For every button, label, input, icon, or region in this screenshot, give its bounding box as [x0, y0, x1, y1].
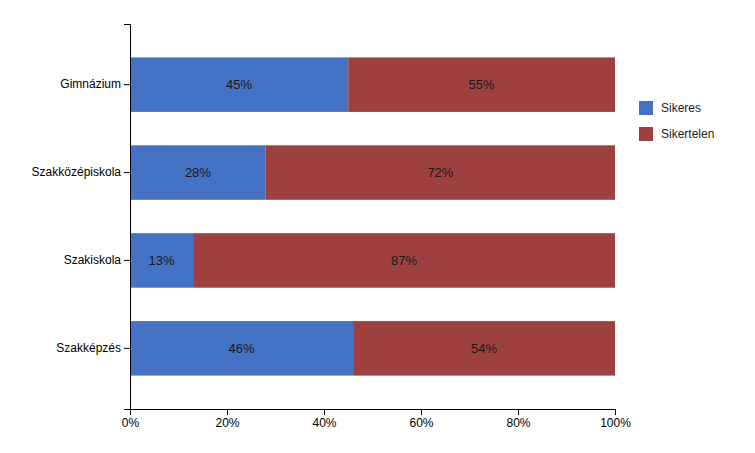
legend-swatch: [639, 101, 653, 115]
data-labels: 45% 28% 13% 46% 55% 72% 87% 54%: [149, 77, 498, 356]
data-label: 55%: [469, 77, 495, 92]
y-tick-label: Szakképzés: [56, 341, 121, 355]
x-tick: 100%: [600, 409, 631, 430]
x-tick-mark: [324, 409, 325, 415]
bar: [130, 145, 266, 199]
bar: [266, 145, 615, 199]
y-tick: Szakiskola: [64, 253, 130, 267]
x-tick: 40%: [312, 409, 336, 430]
bar: [130, 57, 348, 111]
y-tick-mark: [124, 348, 130, 349]
y-tick: Szakképzés: [56, 341, 130, 355]
data-label: 45%: [226, 77, 252, 92]
x-tick: 60%: [409, 409, 433, 430]
plot: 45% 28% 13% 46% 55% 72% 87% 54% 0% 20% 40% 60% 80% 10…: [32, 25, 632, 430]
legend-label: Sikertelen: [661, 127, 714, 141]
x-tick-mark: [518, 409, 519, 415]
chart: 45% 28% 13% 46% 55% 72% 87% 54% 0% 20% 40% 60% 80% 10…: [0, 0, 755, 453]
bar: [193, 233, 615, 287]
bars: [130, 57, 615, 375]
x-tick-label: 20%: [215, 416, 239, 430]
series: [193, 57, 615, 375]
y-axis: Gimnázium Szakközépiskola Szakiskola Szakké…: [32, 25, 131, 410]
data-label: 28%: [185, 165, 211, 180]
x-tick: 20%: [215, 409, 239, 430]
bar: [353, 321, 615, 375]
y-tick: Szakközépiskola: [32, 165, 130, 179]
data-label: 87%: [391, 253, 417, 268]
series: [130, 57, 353, 375]
data-label: 72%: [427, 165, 453, 180]
x-tick-label: 100%: [600, 416, 631, 430]
y-tick-mark: [124, 260, 130, 261]
y-tick-mark: [124, 172, 130, 173]
legend-swatch: [639, 127, 653, 141]
x-tick-mark: [615, 409, 616, 415]
y-tick-label: Szakközépiskola: [32, 165, 122, 179]
x-tick: 80%: [506, 409, 530, 430]
x-axis: 0% 20% 40% 60% 80% 100%: [122, 409, 631, 430]
data-label: 46%: [229, 341, 255, 356]
bar: [348, 57, 615, 111]
x-tick-mark: [227, 409, 228, 415]
y-tick: Gimnázium: [60, 77, 130, 91]
x-tick: 0%: [122, 409, 140, 430]
x-tick-mark: [421, 409, 422, 415]
y-axis-line: [124, 25, 131, 410]
y-tick-label: Szakiskola: [64, 253, 122, 267]
x-tick-label: 0%: [122, 416, 140, 430]
x-tick-label: 80%: [506, 416, 530, 430]
y-tick-label: Gimnázium: [60, 77, 121, 91]
legend: Sikeres Sikertelen: [639, 101, 714, 141]
y-tick-mark: [124, 84, 130, 85]
bar: [130, 321, 353, 375]
data-label: 13%: [149, 253, 175, 268]
legend-label: Sikeres: [661, 101, 701, 115]
x-axis-line: [131, 410, 616, 416]
data-label: 54%: [471, 341, 497, 356]
bar: [130, 233, 193, 287]
legend-item: Sikertelen: [639, 127, 714, 141]
x-tick-label: 40%: [312, 416, 336, 430]
legend-item: Sikeres: [639, 101, 701, 115]
x-tick-label: 60%: [409, 416, 433, 430]
